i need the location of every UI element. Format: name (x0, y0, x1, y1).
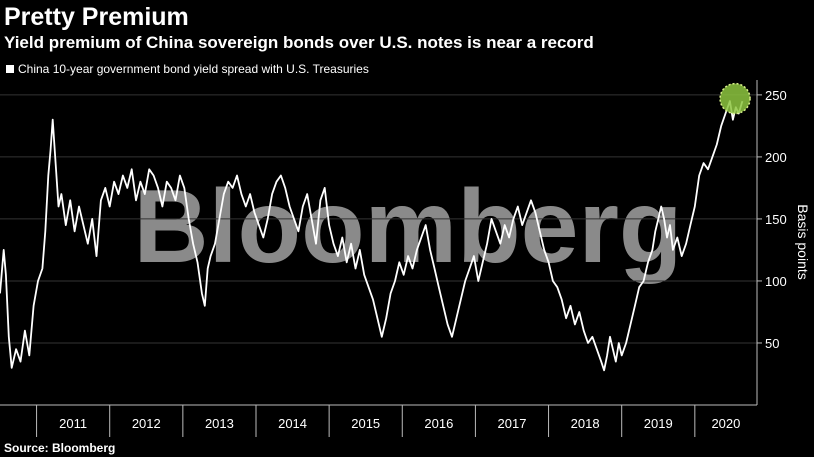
chart-subtitle: Yield premium of China sovereign bonds o… (4, 33, 594, 52)
x-tick-label-2011: 2011 (59, 416, 87, 431)
y-axis: 50 100 150 200 250 (756, 80, 787, 405)
legend-swatch (6, 65, 14, 73)
chart-title: Pretty Premium (4, 3, 189, 31)
x-tick-label-2015: 2015 (351, 416, 380, 431)
y-tick-label-200: 200 (765, 150, 787, 165)
x-tick-label-2018: 2018 (571, 416, 600, 431)
source-note: Source: Bloomberg (4, 441, 116, 455)
x-tick-label-2013: 2013 (205, 416, 234, 431)
x-tick-label-2012: 2012 (132, 416, 161, 431)
record-highlight-circle (719, 82, 751, 115)
x-tick-label-2017: 2017 (498, 416, 527, 431)
x-tick-label-2020: 2020 (711, 416, 740, 431)
x-tick-label-2016: 2016 (424, 416, 453, 431)
y-tick-label-150: 150 (765, 212, 787, 227)
x-tick-label-2019: 2019 (644, 416, 673, 431)
y-axis-label: Basis points (795, 204, 811, 279)
series-layer (0, 100, 744, 372)
highlight-layer (719, 82, 751, 115)
x-axis: 2011 2012 2013 2014 2015 2016 2017 2018 2019 2020 (0, 404, 757, 437)
watermark-layer: Bloomberg (134, 169, 683, 285)
bloomberg-watermark: Bloomberg (134, 169, 683, 285)
y-tick-label-250: 250 (765, 88, 787, 103)
y-tick-label-100: 100 (765, 274, 787, 289)
series-line-0 (0, 100, 744, 372)
grid-layer (0, 94, 757, 344)
legend-label: China 10-year government bond yield spre… (18, 62, 369, 76)
legend: China 10-year government bond yield spre… (6, 61, 369, 77)
y-tick-label-50: 50 (765, 336, 779, 351)
x-tick-label-2014: 2014 (278, 416, 307, 431)
